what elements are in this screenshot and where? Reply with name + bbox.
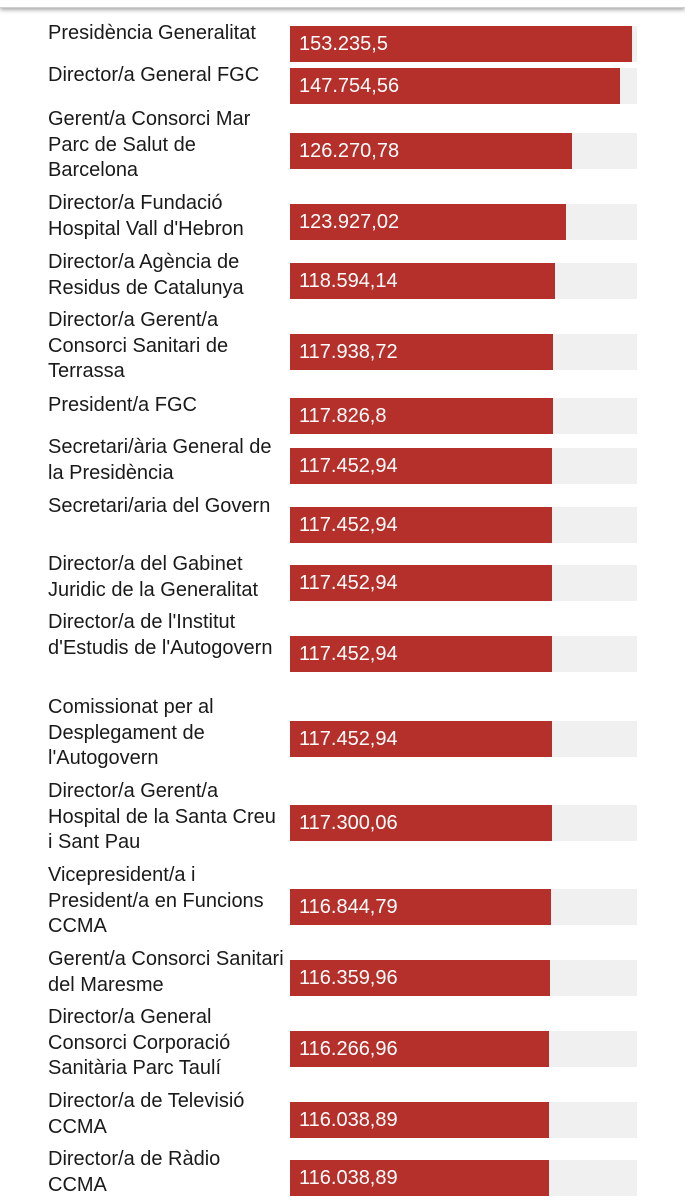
category-label: Director/a de Televisió CCMA	[48, 1090, 245, 1138]
bar-track: 118.594,14	[290, 263, 637, 299]
bar-track: 117.452,94	[290, 721, 637, 757]
bar-track: 116.844,79	[290, 889, 637, 925]
bar-value-label: 117.452,94	[299, 572, 398, 594]
bar-track: 116.038,89	[290, 1102, 637, 1138]
category-label: Director/a de l'Institut d'Estudis de l'…	[48, 611, 273, 659]
category-label: Director/a General Consorci Corporació S…	[48, 1006, 231, 1079]
bar-value-label: 117.452,94	[299, 643, 398, 665]
bar: 147.754,56	[290, 68, 620, 104]
bar: 117.452,94	[290, 636, 552, 672]
category-label: Secretari/aria del Govern	[48, 495, 271, 517]
bar-track: 153.235,5	[290, 26, 637, 62]
bar-value-label: 116.359,96	[299, 967, 398, 989]
category-label: Secretari/ària General de la Presidència	[48, 436, 272, 484]
bar-value-label: 116.266,96	[299, 1038, 398, 1060]
bar-track: 116.266,96	[290, 1031, 637, 1067]
bar-track: 117.452,94	[290, 507, 637, 543]
category-label: Director/a General FGC	[48, 64, 260, 86]
bar: 126.270,78	[290, 133, 572, 169]
category-label: Director/a de Ràdio CCMA	[48, 1148, 221, 1196]
bar-value-label: 126.270,78	[299, 140, 400, 162]
category-label: Presidència Generalitat	[48, 22, 256, 44]
bar-track: 147.754,56	[290, 68, 637, 104]
bar: 117.938,72	[290, 334, 553, 370]
category-label: Director/a del Gabinet Juridic de la Gen…	[48, 553, 259, 601]
bar: 123.927,02	[290, 204, 566, 240]
bar: 116.266,96	[290, 1031, 549, 1067]
category-label: President/a FGC	[48, 394, 197, 416]
bar: 116.038,89	[290, 1160, 549, 1196]
bar-track: 126.270,78	[290, 133, 637, 169]
bar: 116.359,96	[290, 960, 550, 996]
category-label: Director/a Agència de Residus de Catalun…	[48, 251, 244, 299]
bar-track: 117.452,94	[290, 565, 637, 601]
bar: 117.452,94	[290, 721, 552, 757]
bar: 153.235,5	[290, 26, 632, 62]
bar-value-label: 117.826,8	[299, 405, 387, 427]
bar: 116.038,89	[290, 1102, 549, 1138]
bar-track: 116.359,96	[290, 960, 637, 996]
bar-value-label: 147.754,56	[299, 75, 400, 97]
bar: 117.452,94	[290, 507, 552, 543]
bar-track: 117.826,8	[290, 398, 637, 434]
category-label: Director/a Gerent/a Hospital de la Santa…	[48, 780, 276, 853]
bar: 117.452,94	[290, 565, 552, 601]
bar-value-label: 116.038,89	[299, 1109, 398, 1131]
window-top-edge	[0, 0, 685, 8]
category-label: Comissionat per al Desplegament de l'Aut…	[48, 696, 214, 769]
bar: 118.594,14	[290, 263, 555, 299]
bar-value-label: 153.235,5	[299, 33, 388, 55]
bar-value-label: 117.938,72	[299, 341, 398, 363]
category-label: Gerent/a Consorci Sanitari del Maresme	[48, 948, 284, 996]
bar-value-label: 116.038,89	[299, 1167, 398, 1189]
bar-track: 123.927,02	[290, 204, 637, 240]
bar-value-label: 117.452,94	[299, 455, 398, 477]
bar-value-label: 117.300,06	[299, 812, 398, 834]
category-label: Gerent/a Consorci Mar Parc de Salut de B…	[48, 108, 251, 181]
bar-track: 117.452,94	[290, 448, 637, 484]
bar-track: 117.452,94	[290, 636, 637, 672]
category-label: Director/a Gerent/a Consorci Sanitari de…	[48, 309, 229, 382]
category-label: Vicepresident/a i President/a en Funcion…	[48, 864, 264, 937]
bar-value-label: 118.594,14	[299, 270, 398, 292]
bar-track: 117.938,72	[290, 334, 637, 370]
bar-value-label: 117.452,94	[299, 728, 398, 750]
bar: 116.844,79	[290, 889, 551, 925]
bar-track: 116.038,89	[290, 1160, 637, 1196]
bar: 117.300,06	[290, 805, 552, 841]
bar-value-label: 116.844,79	[299, 896, 398, 918]
bar-value-label: 117.452,94	[299, 514, 398, 536]
bar: 117.452,94	[290, 448, 552, 484]
category-label: Director/a Fundació Hospital Vall d'Hebr…	[48, 192, 244, 240]
bar-track: 117.300,06	[290, 805, 637, 841]
bar: 117.826,8	[290, 398, 553, 434]
bar-value-label: 123.927,02	[299, 211, 400, 233]
